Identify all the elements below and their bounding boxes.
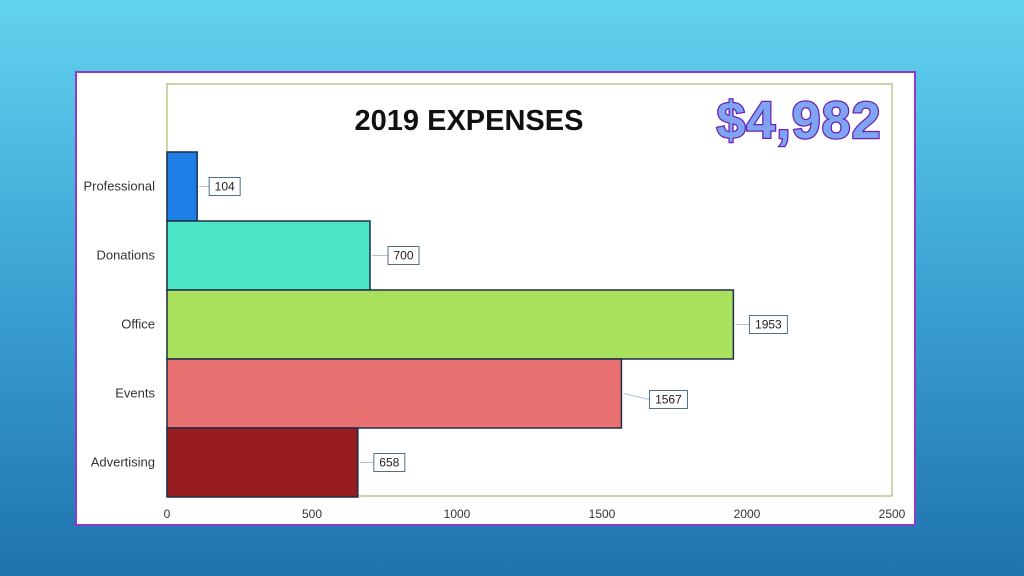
data-label-office: 1953 xyxy=(755,318,782,332)
x-axis: 0 500 1000 1500 2000 2500 xyxy=(164,507,906,521)
data-label-professional: 104 xyxy=(215,180,235,194)
bar-donations xyxy=(166,220,371,291)
y-axis: Professional Donations Office Events Adverti… xyxy=(83,179,155,470)
bar-professional xyxy=(166,151,198,222)
bar-events xyxy=(166,358,623,429)
bar-office xyxy=(166,289,735,360)
x-tick-label-1000: 1000 xyxy=(444,507,471,521)
x-tick-label-2500: 2500 xyxy=(879,507,906,521)
y-tick-label-events: Events xyxy=(115,386,155,401)
y-tick-label-office: Office xyxy=(121,317,155,332)
y-tick-label-advertising: Advertising xyxy=(91,455,155,470)
data-label-box-events xyxy=(648,390,688,409)
data-label-box-office xyxy=(748,315,788,334)
data-label-donations: 700 xyxy=(393,249,413,263)
data-label-box-professional xyxy=(208,177,241,196)
data-label-box-advertising xyxy=(373,453,406,472)
chart-title: 2019 EXPENSES xyxy=(355,105,584,137)
x-tick-label-500: 500 xyxy=(302,507,322,521)
data-labels-layer: 104 700 1953 1567 658 xyxy=(199,177,788,472)
total-amount: $4,982 xyxy=(716,92,881,150)
total-amount-badge: $4,982 xyxy=(715,91,882,152)
data-label-box-donations xyxy=(387,246,420,265)
data-label-events: 1567 xyxy=(655,393,682,407)
y-tick-label-professional: Professional xyxy=(83,179,155,194)
x-tick-label-0: 0 xyxy=(164,507,171,521)
x-tick-label-2000: 2000 xyxy=(734,507,761,521)
bar-advertising xyxy=(166,427,359,498)
data-label-leader-events xyxy=(623,393,650,400)
y-tick-label-donations: Donations xyxy=(96,248,155,263)
data-label-advertising: 658 xyxy=(379,456,399,470)
bars-layer xyxy=(166,151,735,498)
x-tick-label-1500: 1500 xyxy=(589,507,616,521)
